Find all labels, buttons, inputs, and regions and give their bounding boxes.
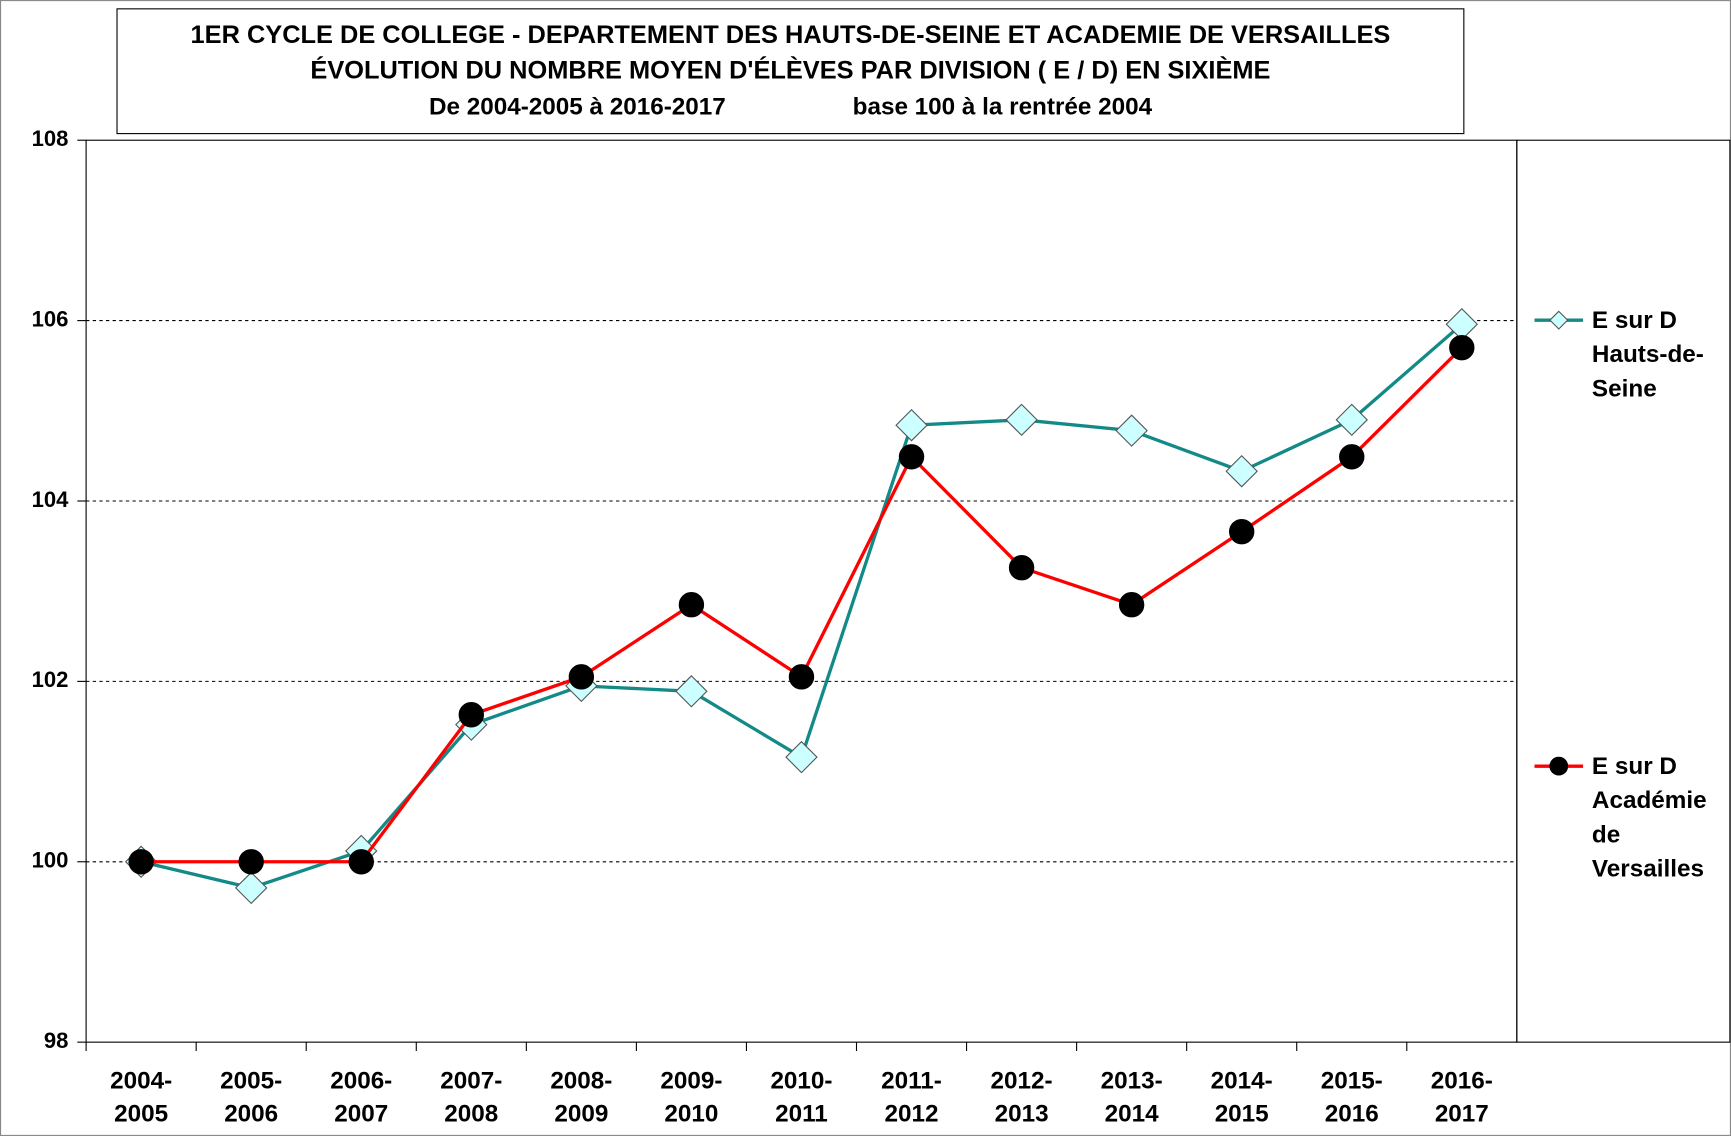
x-tick-label: 2014-	[1211, 1067, 1273, 1094]
y-tick-label: 108	[32, 126, 69, 151]
y-tick-label: 104	[32, 487, 70, 512]
title-box	[116, 8, 1465, 135]
x-tick-label: 2007	[334, 1100, 388, 1127]
marker	[1339, 444, 1365, 470]
marker	[1115, 414, 1148, 447]
x-tick-label: 2004-	[110, 1067, 172, 1094]
legend-item: E sur D Académie de Versailles	[1591, 751, 1707, 883]
marker	[785, 740, 818, 774]
x-tick-label: 2010-	[770, 1067, 832, 1094]
marker	[678, 592, 705, 618]
x-tick-label: 2006-	[330, 1067, 392, 1094]
y-tick-label: 102	[32, 667, 69, 692]
marker	[788, 664, 815, 690]
x-tick-label: 2010	[664, 1100, 718, 1127]
x-tick-label: 2005	[114, 1100, 168, 1127]
x-tick-label: 2008	[444, 1100, 498, 1127]
x-tick-label: 2009	[554, 1100, 608, 1127]
chart-title: 1ER CYCLE DE COLLEGE - DEPARTEMENT DES H…	[191, 21, 1391, 49]
marker	[1335, 403, 1368, 437]
x-tick-label: 2016	[1325, 1100, 1379, 1127]
legend-box	[1516, 139, 1731, 1043]
x-tick-label: 2009-	[660, 1067, 722, 1094]
marker	[675, 675, 708, 708]
marker	[1228, 518, 1255, 545]
chart-note: base 100 à la rentrée 2004	[853, 94, 1153, 121]
marker	[128, 849, 154, 875]
chart-title: ÉVOLUTION DU NOMBRE MOYEN D'ÉLÈVES PAR D…	[310, 55, 1270, 84]
x-tick-label: 2013	[995, 1100, 1049, 1127]
x-tick-label: 2011	[775, 1100, 828, 1127]
marker	[895, 408, 928, 442]
marker	[898, 444, 925, 470]
x-tick-label: 2006	[224, 1100, 278, 1127]
marker	[238, 849, 264, 875]
marker	[1008, 555, 1035, 581]
legend-label: E sur D Académie de Versailles	[1591, 751, 1707, 883]
legend-item: E sur D Hauts-de-Seine	[1591, 305, 1704, 402]
marker	[348, 849, 374, 875]
x-tick-label: 2013-	[1101, 1067, 1163, 1094]
marker	[1449, 334, 1475, 361]
x-tick-label: 2011-	[881, 1067, 942, 1094]
x-tick-label: 2012-	[991, 1067, 1053, 1094]
x-tick-label: 2015	[1215, 1100, 1269, 1127]
x-tick-label: 2014	[1105, 1100, 1159, 1127]
marker	[568, 664, 595, 690]
marker	[458, 702, 484, 728]
chart-subtitle: De 2004-2005 à 2016-2017	[429, 94, 726, 121]
legend-marker	[1549, 310, 1569, 330]
marker	[234, 871, 268, 905]
x-tick-label: 2007-	[440, 1067, 502, 1094]
x-tick-label: 2015-	[1321, 1067, 1383, 1094]
x-tick-label: 2008-	[550, 1067, 612, 1094]
marker	[1118, 592, 1145, 618]
legend-label: E sur D Hauts-de-Seine	[1591, 305, 1704, 402]
y-tick-label: 98	[44, 1028, 69, 1053]
x-tick-label: 2017	[1435, 1100, 1489, 1127]
marker	[1225, 454, 1258, 488]
legend-marker	[1549, 756, 1569, 776]
y-tick-label: 100	[32, 848, 69, 873]
y-tick-label: 106	[32, 306, 69, 331]
x-tick-label: 2016-	[1431, 1067, 1493, 1094]
marker	[1005, 403, 1038, 437]
x-tick-label: 2005-	[220, 1067, 282, 1094]
x-tick-label: 2012	[885, 1100, 939, 1127]
